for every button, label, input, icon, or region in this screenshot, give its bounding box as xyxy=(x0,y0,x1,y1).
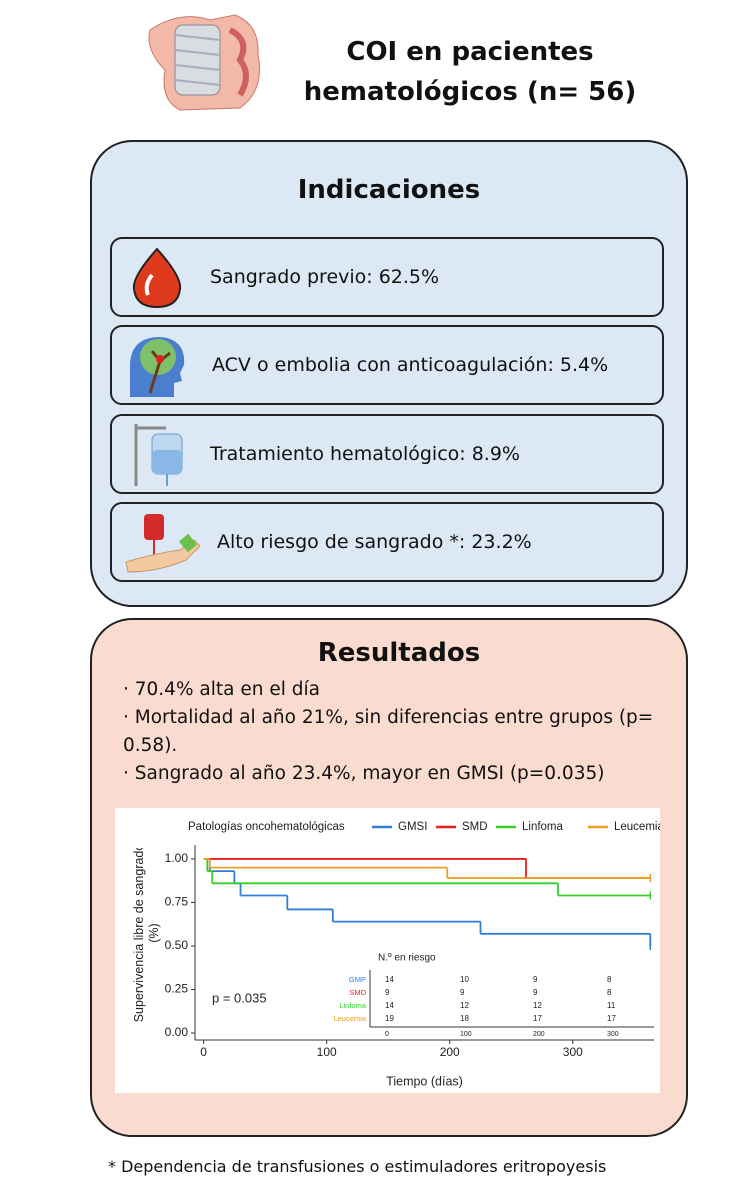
risk-count: 17 xyxy=(607,1014,616,1023)
results-bullet: · 70.4% alta en el día xyxy=(123,679,320,700)
risk-count: 9 xyxy=(385,988,390,997)
x-tick-label: 0 xyxy=(200,1045,207,1059)
results-title: Resultados xyxy=(317,638,481,668)
iv-bag-icon xyxy=(134,424,183,486)
y-tick-label: 1.00 xyxy=(165,851,189,865)
legend-label: GMSI xyxy=(398,821,427,833)
risk-time: 200 xyxy=(533,1031,545,1038)
y-axis-label-box: Supervivencia libre de sangrado (%) xyxy=(132,848,161,1023)
results-bullet: · Sangrado al año 23.4%, mayor en GMSI (… xyxy=(123,763,605,784)
risk-time: 100 xyxy=(460,1031,472,1038)
legend-label: SMD xyxy=(462,821,488,833)
x-tick-label: 200 xyxy=(440,1045,460,1059)
header-illustration xyxy=(148,14,260,111)
legend-label: Linfoma xyxy=(522,821,564,833)
risk-group-label: GMP xyxy=(349,975,366,984)
risk-count: 14 xyxy=(385,1001,394,1010)
indication-text: Tratamiento hematológico: 8.9% xyxy=(210,443,520,465)
legend-label: Leucemia xyxy=(614,821,660,833)
risk-count: 18 xyxy=(460,1014,469,1023)
risk-count: 11 xyxy=(607,1001,616,1010)
footnote: * Dependencia de transfusiones o estimul… xyxy=(108,1157,607,1176)
risk-count: 12 xyxy=(460,1001,469,1010)
risk-time: 300 xyxy=(607,1031,619,1038)
brain-icon xyxy=(130,337,185,397)
indication-item: Tratamiento hematológico: 8.9% xyxy=(110,414,664,494)
risk-time: 0 xyxy=(385,1031,389,1038)
x-tick-label: 300 xyxy=(563,1045,583,1059)
risk-count: 10 xyxy=(460,975,469,984)
transfusion-icon xyxy=(125,514,201,573)
risk-count: 19 xyxy=(385,1014,394,1023)
page-title: COI en pacientes hematológicos (n= 56) xyxy=(303,37,637,107)
legend-title: Patologías oncohematológicas xyxy=(188,821,345,833)
results-bullet: · Mortalidad al año 21%, sin diferencias… xyxy=(123,707,654,756)
risk-count: 9 xyxy=(460,988,465,997)
indication-item: Sangrado previo: 62.5% xyxy=(110,237,664,317)
risk-count: 9 xyxy=(533,988,538,997)
risk-group-label: Linfoma xyxy=(339,1001,367,1010)
x-tick-label: 100 xyxy=(317,1045,337,1059)
risk-count: 8 xyxy=(607,975,612,984)
indication-text: Alto riesgo de sangrado *: 23.2% xyxy=(217,531,532,553)
x-axis-label: Tiempo (días) xyxy=(386,1074,463,1088)
risk-count: 9 xyxy=(533,975,538,984)
indication-text: ACV o embolia con anticoagulación: 5.4% xyxy=(212,354,609,376)
risk-count: 8 xyxy=(607,988,612,997)
blood-drop-icon xyxy=(132,247,182,309)
risk-count: 14 xyxy=(385,975,394,984)
risk-group-label: Leucemia xyxy=(333,1014,366,1023)
risk-table-title: N.º en riesgo xyxy=(378,953,436,964)
indication-text: Sangrado previo: 62.5% xyxy=(210,266,440,288)
y-tick-label: 0.75 xyxy=(165,895,189,909)
indication-item: Alto riesgo de sangrado *: 23.2% xyxy=(110,502,664,582)
risk-count: 17 xyxy=(533,1014,542,1023)
p-value-annotation: p = 0.035 xyxy=(212,990,267,1005)
indications-title: Indicaciones xyxy=(297,175,481,205)
y-tick-label: 0.00 xyxy=(165,1025,189,1039)
indication-item: ACV o embolia con anticoagulación: 5.4% xyxy=(110,325,664,405)
y-axis-label: Supervivencia libre de sangrado (%) xyxy=(132,848,161,1023)
risk-count: 12 xyxy=(533,1001,542,1010)
risk-group-label: SMD xyxy=(349,988,366,997)
y-tick-label: 0.50 xyxy=(165,938,189,952)
y-tick-label: 0.25 xyxy=(165,982,189,996)
